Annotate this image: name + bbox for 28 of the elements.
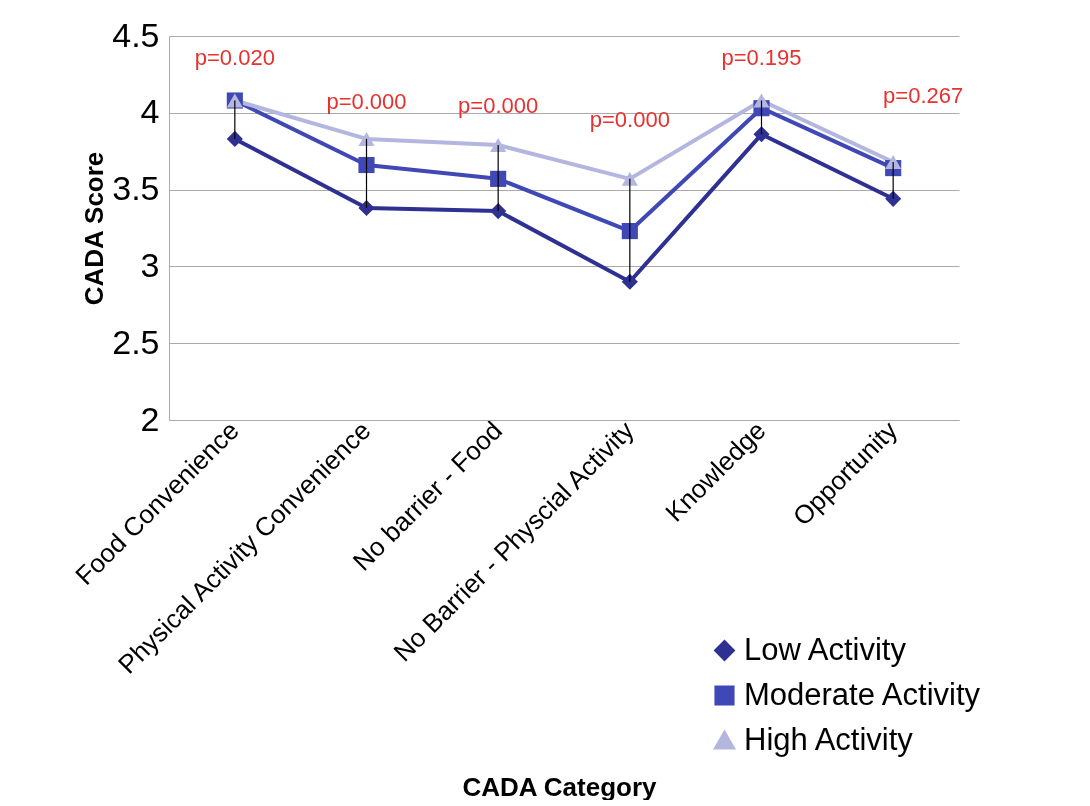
point — [490, 170, 507, 187]
y-tick-label: 3.5 — [112, 169, 160, 208]
point — [358, 156, 375, 174]
y-tick-label: 2.5 — [112, 322, 160, 361]
point — [358, 131, 375, 146]
point — [621, 273, 638, 290]
point — [753, 126, 770, 143]
legend-label: High Activity — [744, 721, 914, 757]
point — [621, 171, 638, 186]
annotation: p=0.000 — [589, 107, 670, 132]
annotation: p=0.267 — [883, 83, 964, 108]
annotation: p=0.000 — [326, 89, 407, 114]
legend-label: Moderate Activity — [744, 676, 981, 712]
y-tick-label: 4.5 — [112, 15, 160, 54]
point — [490, 138, 507, 153]
point — [226, 130, 243, 147]
annotation: p=0.195 — [721, 45, 802, 70]
point — [490, 203, 507, 220]
y-tick-label: 4 — [140, 92, 160, 131]
y-tick-label: 3 — [140, 245, 160, 284]
point — [885, 154, 902, 169]
point — [621, 223, 638, 240]
point — [358, 199, 375, 217]
y-axis-title: CADA Score — [79, 151, 110, 306]
annotation: p=0.020 — [194, 45, 275, 70]
annotation: p=0.000 — [458, 93, 539, 118]
legend-label: Low Activity — [744, 631, 907, 667]
point — [885, 190, 902, 207]
